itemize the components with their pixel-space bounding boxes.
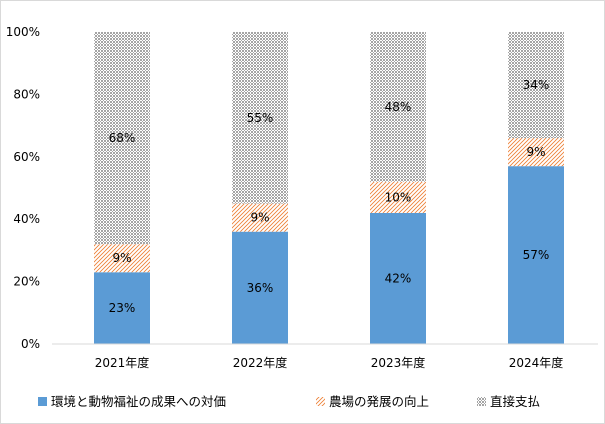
x-tick-label: 2021年度 [95, 355, 150, 370]
data-label: 36% [247, 281, 274, 295]
x-tick-label: 2023年度 [371, 355, 426, 370]
legend-swatch [477, 397, 486, 406]
y-axis: 0% 20% 40% 60% 80% 100% [6, 25, 40, 351]
legend-label: 農場の発展の向上 [329, 394, 429, 409]
bar-segment [232, 203, 288, 232]
data-label: 34% [523, 78, 550, 92]
x-tick-label: 2024年度 [509, 355, 564, 370]
data-label: 42% [385, 271, 412, 285]
plot-area: 23% 9% 68% 36% 9% 55% 42% 10% 48% 57% 9% 34% [94, 32, 564, 344]
data-label: 10% [385, 190, 412, 204]
bar-segment [232, 231, 288, 344]
bar-segment [508, 138, 564, 167]
bar-segment [94, 272, 150, 344]
legend-swatch [38, 397, 47, 406]
data-label: 68% [109, 131, 136, 145]
bar-segment [370, 212, 426, 344]
bar-segment [370, 32, 426, 182]
data-label: 48% [385, 100, 412, 114]
data-label: 9% [112, 251, 131, 265]
bar-segment [94, 32, 150, 245]
y-tick-label: 20% [13, 275, 40, 289]
x-tick-label: 2022年度 [233, 355, 288, 370]
legend-label: 直接支払 [490, 394, 540, 409]
data-label: 57% [523, 248, 550, 262]
data-label: 9% [250, 211, 269, 225]
data-label: 9% [526, 145, 545, 159]
data-label: 55% [247, 111, 274, 125]
bar-segment [370, 181, 426, 213]
y-tick-label: 80% [13, 87, 40, 101]
legend: 環境と動物福祉の成果への対価 農場の発展の向上 直接支払 [38, 394, 540, 409]
y-tick-label: 60% [13, 150, 40, 164]
bar-segment [232, 32, 288, 204]
bar-segment [94, 244, 150, 273]
data-label: 23% [109, 301, 136, 315]
y-tick-label: 0% [21, 337, 40, 351]
y-tick-label: 100% [6, 25, 40, 39]
x-axis: 2021年度 2022年度 2023年度 2024年度 [95, 355, 564, 370]
bar-segment [508, 166, 564, 344]
legend-swatch [316, 397, 325, 406]
legend-label: 環境と動物福祉の成果への対価 [51, 394, 226, 409]
bar-segment [508, 32, 564, 139]
y-tick-label: 40% [13, 212, 40, 226]
